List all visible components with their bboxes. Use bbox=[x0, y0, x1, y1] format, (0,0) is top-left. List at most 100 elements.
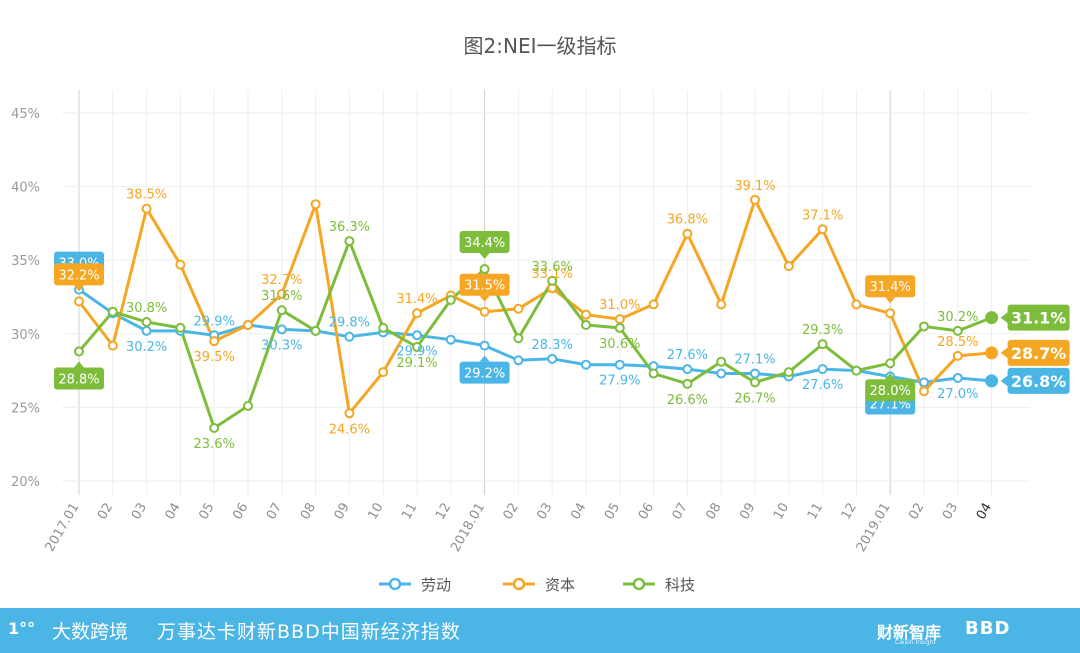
legend-label: 资本 bbox=[545, 576, 575, 594]
data-point bbox=[445, 294, 456, 305]
data-point bbox=[783, 367, 794, 378]
x-tick-label: 11 bbox=[399, 501, 420, 523]
series-line-2 bbox=[77, 239, 993, 430]
data-point bbox=[209, 423, 220, 434]
x-tick-label: 12 bbox=[839, 501, 860, 523]
y-tick-label: 35% bbox=[11, 254, 40, 269]
data-point bbox=[479, 264, 490, 275]
callout-box bbox=[459, 361, 510, 384]
data-label: 27.0% bbox=[937, 387, 978, 402]
data-label: 26.7% bbox=[734, 391, 775, 406]
data-point bbox=[985, 311, 999, 325]
data-label: 23.6% bbox=[194, 437, 235, 452]
data-point bbox=[716, 299, 727, 310]
x-tick-label: 02 bbox=[95, 501, 116, 523]
data-label: 39.5% bbox=[194, 350, 235, 365]
data-label: 28.7% bbox=[1011, 344, 1067, 363]
footer-bar: 1°° 大数跨境 万事达卡财新BBD中国新经济指数 财新智库 Caixin In… bbox=[0, 608, 1080, 653]
series-line-0 bbox=[78, 288, 992, 384]
x-tick-label: 05 bbox=[602, 501, 623, 523]
data-point bbox=[344, 331, 355, 342]
data-point bbox=[919, 377, 929, 388]
data-point bbox=[513, 355, 524, 366]
data-point bbox=[682, 364, 693, 375]
callout-pointer bbox=[74, 285, 84, 292]
data-label: 27.1% bbox=[734, 353, 775, 368]
data-label: 31.6% bbox=[261, 289, 302, 304]
callout-pointer bbox=[1000, 346, 1009, 359]
data-point bbox=[885, 358, 896, 369]
legend-marker bbox=[632, 577, 646, 591]
data-label: 28.0% bbox=[870, 384, 911, 399]
y-tick-label: 25% bbox=[11, 401, 40, 416]
callout-pointer bbox=[885, 297, 896, 304]
data-point bbox=[985, 374, 999, 388]
data-label: 31.5% bbox=[464, 279, 505, 294]
x-tick-label: 09 bbox=[332, 501, 353, 523]
data-point bbox=[614, 322, 625, 333]
callout-pointer bbox=[479, 355, 490, 362]
y-tick-label: 20% bbox=[11, 475, 40, 490]
callout-box bbox=[54, 367, 104, 390]
x-tick-label: 04 bbox=[974, 501, 995, 523]
data-label: 30.8% bbox=[126, 301, 167, 316]
data-point bbox=[952, 325, 963, 336]
data-point bbox=[107, 340, 118, 351]
callout-box bbox=[1007, 339, 1070, 366]
data-label: 28.5% bbox=[937, 335, 978, 350]
callout-pointer bbox=[1000, 311, 1009, 324]
data-label: 29.9% bbox=[194, 314, 235, 329]
data-point bbox=[276, 289, 287, 300]
logo-mark: 1°° bbox=[8, 619, 36, 638]
y-tick-label: 30% bbox=[11, 328, 40, 343]
callout-pointer bbox=[479, 295, 490, 302]
data-point bbox=[919, 386, 929, 397]
data-label: 26.6% bbox=[667, 393, 708, 408]
data-label: 37.1% bbox=[802, 208, 843, 223]
data-point bbox=[581, 309, 591, 320]
data-label: 29.1% bbox=[396, 356, 437, 371]
data-label: 28.8% bbox=[58, 372, 99, 387]
caixin-insight-logo: 财新智库 bbox=[877, 623, 942, 642]
logo-text: 大数跨境 bbox=[52, 621, 129, 643]
x-tick-label: 10 bbox=[771, 501, 792, 523]
data-point bbox=[378, 322, 389, 333]
data-label: 31.0% bbox=[599, 298, 640, 313]
data-label: 30.2% bbox=[126, 340, 167, 355]
data-point bbox=[513, 333, 524, 344]
x-tick-label: 03 bbox=[940, 501, 961, 523]
data-point bbox=[513, 303, 524, 314]
x-tick-label: 06 bbox=[230, 501, 251, 523]
data-point bbox=[750, 194, 760, 205]
callout-box bbox=[54, 263, 104, 286]
data-point bbox=[175, 259, 186, 270]
data-point bbox=[783, 261, 794, 272]
data-point bbox=[682, 228, 693, 239]
legend-label: 科技 bbox=[665, 576, 695, 594]
data-point bbox=[985, 346, 999, 360]
data-label: 27.6% bbox=[667, 348, 708, 363]
data-point bbox=[74, 296, 84, 307]
data-label: 36.8% bbox=[667, 213, 708, 228]
data-point bbox=[344, 408, 355, 419]
data-label: 29.8% bbox=[329, 316, 370, 331]
x-tick-label: 10 bbox=[365, 501, 386, 523]
data-label: 30.6% bbox=[599, 337, 640, 352]
data-point bbox=[445, 334, 456, 345]
data-point bbox=[276, 324, 287, 335]
x-tick-label: 04 bbox=[163, 501, 184, 523]
callout-box bbox=[865, 379, 916, 402]
data-point bbox=[648, 368, 659, 379]
data-label: 31.4% bbox=[396, 292, 437, 307]
x-tick-label: 2018.01 bbox=[448, 500, 488, 554]
data-point bbox=[716, 356, 727, 367]
chart-title: 图2:NEI一级指标 bbox=[464, 34, 617, 58]
data-point bbox=[479, 340, 490, 351]
callout-pointer bbox=[1000, 374, 1009, 387]
data-point bbox=[412, 342, 422, 353]
callout-pointer bbox=[885, 373, 896, 380]
x-tick-label: 08 bbox=[703, 501, 724, 523]
data-label: 39.1% bbox=[734, 179, 775, 194]
data-point bbox=[310, 325, 321, 336]
